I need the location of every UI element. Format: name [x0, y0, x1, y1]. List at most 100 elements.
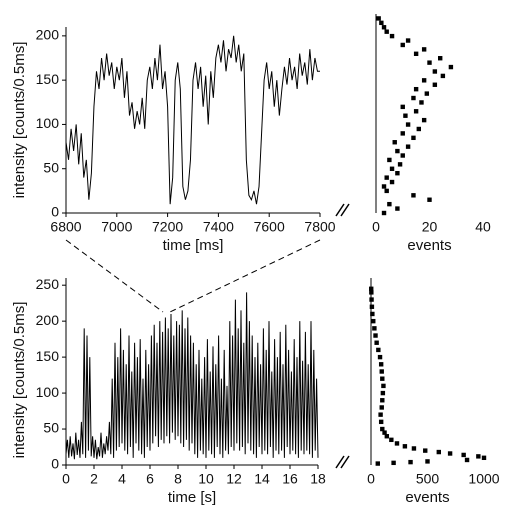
- x-tick-label: 2: [90, 471, 98, 487]
- y-tick-label: 50: [43, 159, 59, 175]
- zoom-connector: [65, 239, 164, 313]
- point: [378, 419, 384, 425]
- point: [372, 326, 377, 331]
- point: [436, 449, 441, 455]
- point: [376, 347, 381, 353]
- axis-break: [335, 203, 350, 469]
- point: [419, 100, 424, 105]
- x-tick-label: 20: [422, 219, 438, 235]
- point: [395, 171, 400, 176]
- x-axis-label: events: [407, 237, 451, 254]
- point: [395, 206, 400, 211]
- point: [369, 297, 374, 302]
- point: [464, 457, 470, 463]
- point: [381, 383, 386, 389]
- point: [400, 153, 405, 158]
- point: [432, 82, 438, 87]
- point: [400, 131, 405, 136]
- point: [423, 448, 428, 453]
- x-tick-label: 16: [282, 471, 298, 487]
- x-tick-label: 7600: [254, 219, 285, 235]
- point: [411, 193, 416, 198]
- x-tick-label: 6800: [50, 219, 81, 235]
- point: [378, 412, 383, 417]
- point: [380, 398, 385, 403]
- point: [397, 162, 403, 167]
- point: [381, 210, 387, 216]
- x-axis-label: time [s]: [168, 489, 216, 506]
- x-tick-label: 12: [226, 471, 242, 487]
- y-axis-label: intensity [counts/0.5ms]: [11, 42, 28, 199]
- point: [405, 38, 411, 43]
- y-tick-label: 50: [43, 420, 59, 436]
- point: [369, 304, 375, 309]
- point: [461, 452, 466, 458]
- x-tick-label: 0: [372, 219, 380, 235]
- point: [373, 333, 378, 338]
- x-tick-label: 7200: [152, 219, 183, 235]
- y-tick-label: 100: [36, 384, 60, 400]
- x-tick-label: 1000: [468, 471, 499, 487]
- point: [389, 33, 395, 39]
- point: [421, 47, 427, 52]
- point: [438, 56, 443, 61]
- point: [378, 362, 384, 367]
- point: [381, 25, 387, 30]
- y-tick-label: 250: [36, 276, 60, 292]
- point: [380, 426, 385, 432]
- point: [481, 455, 487, 461]
- point: [384, 434, 390, 439]
- point: [411, 95, 416, 101]
- point: [380, 390, 386, 396]
- y-tick-label: 200: [36, 27, 60, 43]
- point: [432, 69, 438, 74]
- point: [448, 64, 454, 70]
- x-tick-label: 500: [416, 471, 440, 487]
- point: [411, 135, 416, 141]
- point: [382, 430, 387, 435]
- point: [379, 20, 384, 26]
- point: [408, 459, 413, 465]
- x-tick-label: 6: [146, 471, 154, 487]
- point: [379, 369, 384, 374]
- point: [375, 461, 380, 466]
- x-tick-label: 7000: [101, 219, 132, 235]
- point: [405, 144, 411, 149]
- y-tick-label: 150: [36, 348, 60, 364]
- x-tick-label: 40: [475, 219, 491, 235]
- trace: [65, 35, 320, 205]
- y-tick-label: 150: [36, 71, 60, 87]
- x-tick-label: 4: [118, 471, 126, 487]
- point: [394, 441, 400, 446]
- point: [369, 290, 374, 295]
- x-tick-label: 0: [367, 471, 375, 487]
- x-tick-label: 0: [62, 471, 70, 487]
- point: [387, 157, 392, 163]
- point: [421, 78, 427, 83]
- y-tick-label: 200: [36, 312, 60, 328]
- point: [416, 126, 421, 132]
- y-axis-label: intensity [counts/0.5ms]: [11, 302, 28, 459]
- x-tick-label: 7400: [203, 219, 234, 235]
- point: [405, 122, 411, 127]
- x-tick-label: 10: [198, 471, 214, 487]
- point: [389, 166, 395, 171]
- x-axis-label: events: [405, 489, 449, 506]
- point: [440, 73, 446, 79]
- point: [391, 460, 396, 466]
- point: [427, 197, 432, 202]
- point: [402, 444, 408, 449]
- point: [371, 318, 376, 324]
- point: [424, 91, 430, 96]
- point: [384, 175, 389, 180]
- point: [389, 437, 394, 443]
- point: [413, 51, 419, 56]
- point: [476, 454, 481, 459]
- point: [400, 104, 405, 110]
- x-tick-label: 14: [254, 471, 270, 487]
- zoom-connector: [169, 239, 321, 313]
- x-tick-label: 7800: [304, 219, 335, 235]
- y-tick-label: 0: [51, 456, 59, 472]
- point: [400, 42, 405, 48]
- point: [370, 311, 375, 317]
